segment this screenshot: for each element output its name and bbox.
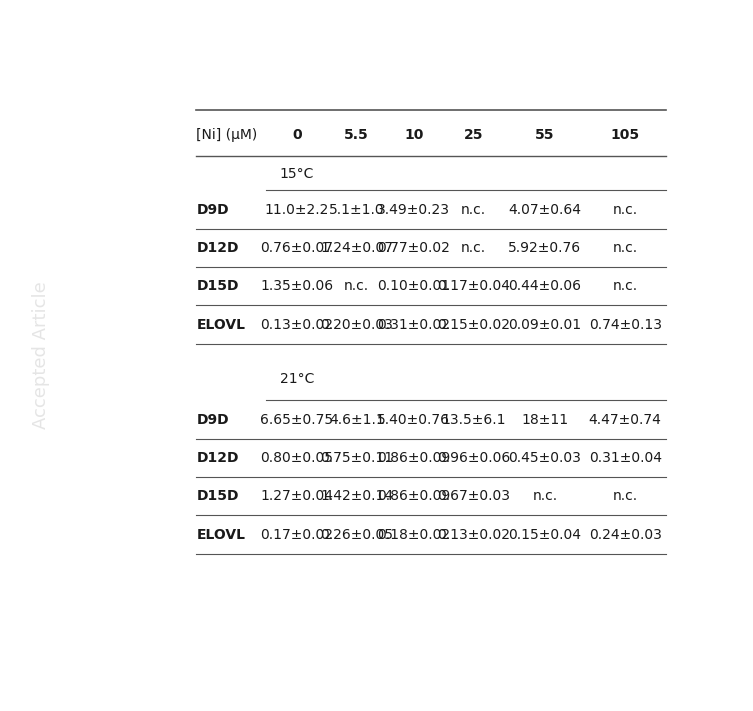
Text: 21°C: 21°C xyxy=(279,373,314,386)
Text: 0.17±0.04: 0.17±0.04 xyxy=(437,279,510,293)
Text: 5.1±1.0: 5.1±1.0 xyxy=(329,203,385,217)
Text: ELOVL: ELOVL xyxy=(197,318,245,331)
Text: 0.13±0.02: 0.13±0.02 xyxy=(437,528,510,542)
Text: 0.67±0.03: 0.67±0.03 xyxy=(437,489,510,503)
Text: 4.6±1.1: 4.6±1.1 xyxy=(329,412,385,427)
Text: 25: 25 xyxy=(464,127,483,141)
Text: D15D: D15D xyxy=(197,489,239,503)
Text: D12D: D12D xyxy=(197,241,239,255)
Text: 0.31±0.02: 0.31±0.02 xyxy=(377,318,450,331)
Text: 0.24±0.03: 0.24±0.03 xyxy=(589,528,662,542)
Text: 0.31±0.04: 0.31±0.04 xyxy=(589,451,662,465)
Text: 13.5±6.1: 13.5±6.1 xyxy=(441,412,506,427)
Text: 0.17±0.02: 0.17±0.02 xyxy=(261,528,334,542)
Text: n.c.: n.c. xyxy=(461,203,486,217)
Text: 15°C: 15°C xyxy=(279,167,314,181)
Text: 0.80±0.05: 0.80±0.05 xyxy=(261,451,334,465)
Text: 0.45±0.03: 0.45±0.03 xyxy=(508,451,581,465)
Text: ELOVL: ELOVL xyxy=(197,528,245,542)
Text: n.c.: n.c. xyxy=(613,489,638,503)
Text: 0.18±0.02: 0.18±0.02 xyxy=(377,528,450,542)
Text: 0.15±0.02: 0.15±0.02 xyxy=(437,318,510,331)
Text: 0.86±0.09: 0.86±0.09 xyxy=(377,489,450,503)
Text: 3.49±0.23: 3.49±0.23 xyxy=(377,203,450,217)
Text: D9D: D9D xyxy=(197,412,229,427)
Text: 0.74±0.13: 0.74±0.13 xyxy=(589,318,662,331)
Text: 0: 0 xyxy=(292,127,302,141)
Text: 0.77±0.02: 0.77±0.02 xyxy=(377,241,450,255)
Text: 1.27±0.04: 1.27±0.04 xyxy=(261,489,334,503)
Text: [Ni] (μM): [Ni] (μM) xyxy=(197,127,258,141)
Text: 0.09±0.01: 0.09±0.01 xyxy=(508,318,581,331)
Text: 5.5: 5.5 xyxy=(344,127,369,141)
Text: 0.75±0.11: 0.75±0.11 xyxy=(320,451,393,465)
Text: 11.0±2.2: 11.0±2.2 xyxy=(265,203,329,217)
Text: 4.47±0.74: 4.47±0.74 xyxy=(589,412,662,427)
Text: D9D: D9D xyxy=(197,203,229,217)
Text: n.c.: n.c. xyxy=(532,489,557,503)
Text: 0.26±0.05: 0.26±0.05 xyxy=(320,528,393,542)
Text: 5.92±0.76: 5.92±0.76 xyxy=(508,241,581,255)
Text: 105: 105 xyxy=(611,127,640,141)
Text: 0.76±0.07: 0.76±0.07 xyxy=(261,241,334,255)
Text: Accepted Article: Accepted Article xyxy=(32,282,50,429)
Text: n.c.: n.c. xyxy=(461,241,486,255)
Text: 1.42±0.14: 1.42±0.14 xyxy=(320,489,393,503)
Text: 0.96±0.06: 0.96±0.06 xyxy=(437,451,510,465)
Text: 18±11: 18±11 xyxy=(521,412,569,427)
Text: 1.35±0.06: 1.35±0.06 xyxy=(261,279,334,293)
Text: 5.40±0.76: 5.40±0.76 xyxy=(377,412,450,427)
Text: 0.20±0.03: 0.20±0.03 xyxy=(320,318,393,331)
Text: n.c.: n.c. xyxy=(613,279,638,293)
Text: n.c.: n.c. xyxy=(613,203,638,217)
Text: D15D: D15D xyxy=(197,279,239,293)
Text: n.c.: n.c. xyxy=(613,241,638,255)
Text: n.c.: n.c. xyxy=(344,279,369,293)
Text: 6.65±0.75: 6.65±0.75 xyxy=(261,412,334,427)
Text: 55: 55 xyxy=(535,127,555,141)
Text: 0.13±0.02: 0.13±0.02 xyxy=(261,318,334,331)
Text: 1.24±0.07: 1.24±0.07 xyxy=(320,241,393,255)
Text: D12D: D12D xyxy=(197,451,239,465)
Text: 0.86±0.09: 0.86±0.09 xyxy=(377,451,450,465)
Text: 0.44±0.06: 0.44±0.06 xyxy=(508,279,581,293)
Text: 0.10±0.01: 0.10±0.01 xyxy=(377,279,450,293)
Text: 4.07±0.64: 4.07±0.64 xyxy=(508,203,581,217)
Text: 10: 10 xyxy=(404,127,423,141)
Text: 0.15±0.04: 0.15±0.04 xyxy=(508,528,581,542)
